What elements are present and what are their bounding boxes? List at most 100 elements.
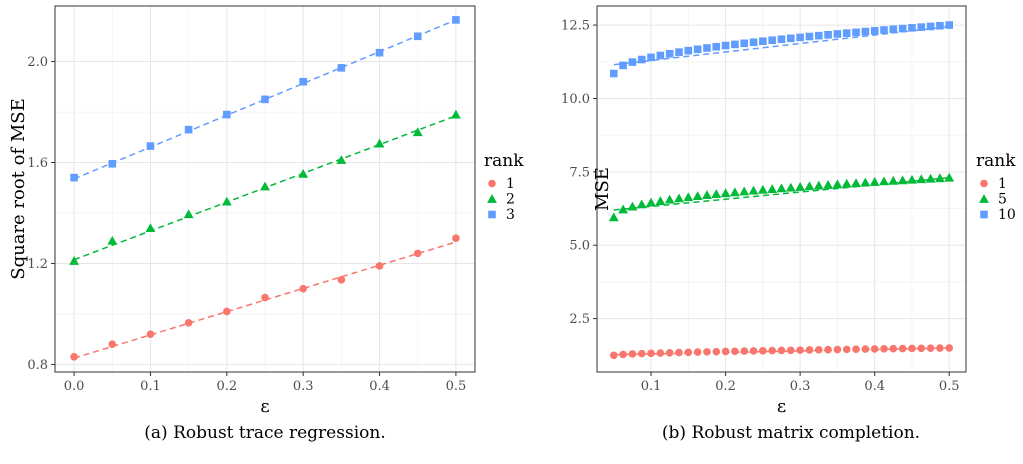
data-point [683, 192, 694, 202]
data-point [796, 33, 804, 42]
series-2 [69, 109, 461, 265]
data-point [936, 21, 944, 30]
data-point [703, 44, 711, 52]
y-axis-title: Square root of MSE [8, 98, 29, 280]
data-point [880, 345, 888, 353]
data-point [721, 347, 730, 356]
data-point [824, 30, 832, 39]
legend-key-5 [979, 194, 989, 203]
data-point [107, 235, 118, 245]
data-point [787, 346, 795, 355]
legend-label-3: 3 [506, 207, 515, 223]
data-point [452, 234, 460, 243]
series-1 [70, 234, 460, 361]
data-point [221, 196, 232, 206]
x-axis-title: ε [777, 396, 786, 417]
data-point [693, 45, 702, 54]
legend-key-1 [980, 179, 988, 188]
data-point [69, 256, 79, 265]
data-point [841, 178, 852, 188]
data-point [145, 223, 156, 233]
data-point [183, 209, 194, 219]
data-point [814, 346, 823, 354]
data-point [917, 23, 926, 31]
x-tick-label: 0.1 [140, 379, 161, 394]
data-point [908, 344, 916, 353]
legend-key-1 [488, 179, 496, 188]
data-point [889, 25, 898, 34]
data-point [619, 61, 627, 70]
data-point [768, 346, 776, 355]
data-point [805, 346, 814, 354]
data-point [627, 201, 638, 211]
data-point [936, 344, 944, 352]
data-point [767, 184, 778, 193]
caption: (a) Robust trace regression. [144, 423, 385, 443]
data-point [337, 276, 346, 284]
data-point [261, 293, 269, 302]
legend-key-3 [488, 210, 496, 219]
data-point [375, 48, 384, 57]
legend-label-5: 5 [998, 192, 1007, 208]
y-tick-label: 7.5 [569, 165, 590, 180]
data-point [692, 191, 703, 201]
data-point [146, 142, 155, 150]
y-tick-label: 10.0 [561, 92, 590, 107]
data-point [852, 345, 860, 354]
data-point [889, 344, 898, 353]
chart-b: 0.1 0.2 0.3 0.4 0.5 2.5 5.0 7.5 10.0 12.5 ε MSE rank… [561, 5, 1016, 443]
data-point [223, 110, 231, 119]
data-point [711, 189, 722, 199]
x-tick-label: 0.5 [446, 379, 467, 394]
data-point [757, 184, 768, 194]
data-point [833, 345, 842, 354]
data-point [796, 346, 804, 354]
data-point [609, 69, 618, 78]
data-point [656, 51, 665, 60]
data-point [805, 32, 814, 41]
y-tick-label: 1.6 [27, 156, 48, 171]
caption: (b) Robust matrix completion. [662, 423, 920, 443]
data-point [412, 127, 423, 137]
data-point [413, 249, 422, 258]
data-point [647, 349, 655, 358]
data-point [702, 190, 712, 199]
x-tick-label: 0.0 [64, 379, 85, 394]
data-point [869, 177, 880, 186]
y-tick-label: 12.5 [561, 19, 590, 34]
legend-label-2: 2 [506, 192, 515, 208]
data-point [452, 16, 460, 24]
data-point [888, 175, 899, 185]
data-point [824, 345, 832, 354]
y-tick-label: 5.0 [569, 239, 590, 254]
data-point [917, 344, 926, 353]
data-point [618, 204, 628, 214]
series-3 [70, 16, 460, 182]
plot-border [596, 5, 967, 373]
data-point [870, 26, 879, 35]
data-point [814, 31, 823, 40]
trend-line-3 [73, 19, 457, 180]
data-point [926, 344, 935, 352]
data-point [880, 26, 888, 34]
data-point [299, 77, 307, 86]
data-point [674, 193, 684, 203]
data-point [664, 194, 675, 204]
data-point [795, 182, 806, 191]
data-point [684, 348, 693, 357]
data-point [636, 199, 647, 209]
data-point [675, 348, 683, 357]
data-point [665, 49, 674, 58]
data-point [804, 181, 815, 191]
data-point [731, 40, 739, 49]
data-point [916, 174, 927, 184]
data-point [823, 180, 833, 189]
data-point [656, 349, 665, 357]
plot-border [54, 5, 476, 373]
data-point [926, 22, 935, 31]
data-point [777, 35, 786, 44]
data-point [748, 185, 759, 195]
data-point [739, 186, 750, 196]
data-point [628, 350, 637, 358]
